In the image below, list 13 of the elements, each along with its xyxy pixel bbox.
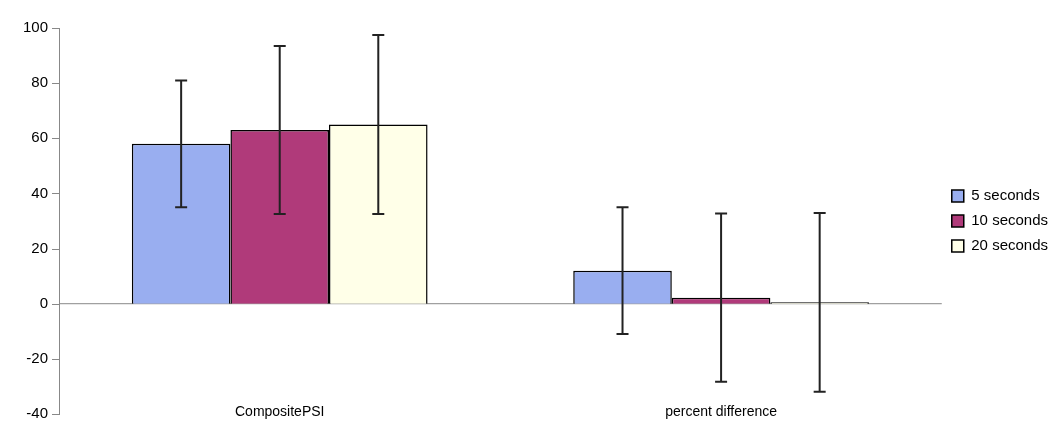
legend-label: 5 seconds: [971, 186, 1040, 204]
legend-label: 10 seconds: [971, 211, 1049, 229]
y-tick-label: 100: [23, 18, 49, 36]
y-tick-label: -20: [26, 349, 49, 366]
y-tick-label: -40: [26, 404, 49, 422]
y-tick-label: 80: [31, 73, 49, 91]
legend-label: 20 seconds: [971, 236, 1049, 254]
y-tick-label: 40: [31, 183, 49, 201]
y-tick-label: 20: [31, 238, 49, 256]
x-tick-label: CompositePSI: [234, 402, 325, 419]
y-tick-label: 60: [31, 128, 49, 146]
y-tick-label: 0: [39, 293, 49, 311]
x-tick-label: percent difference: [665, 402, 778, 419]
